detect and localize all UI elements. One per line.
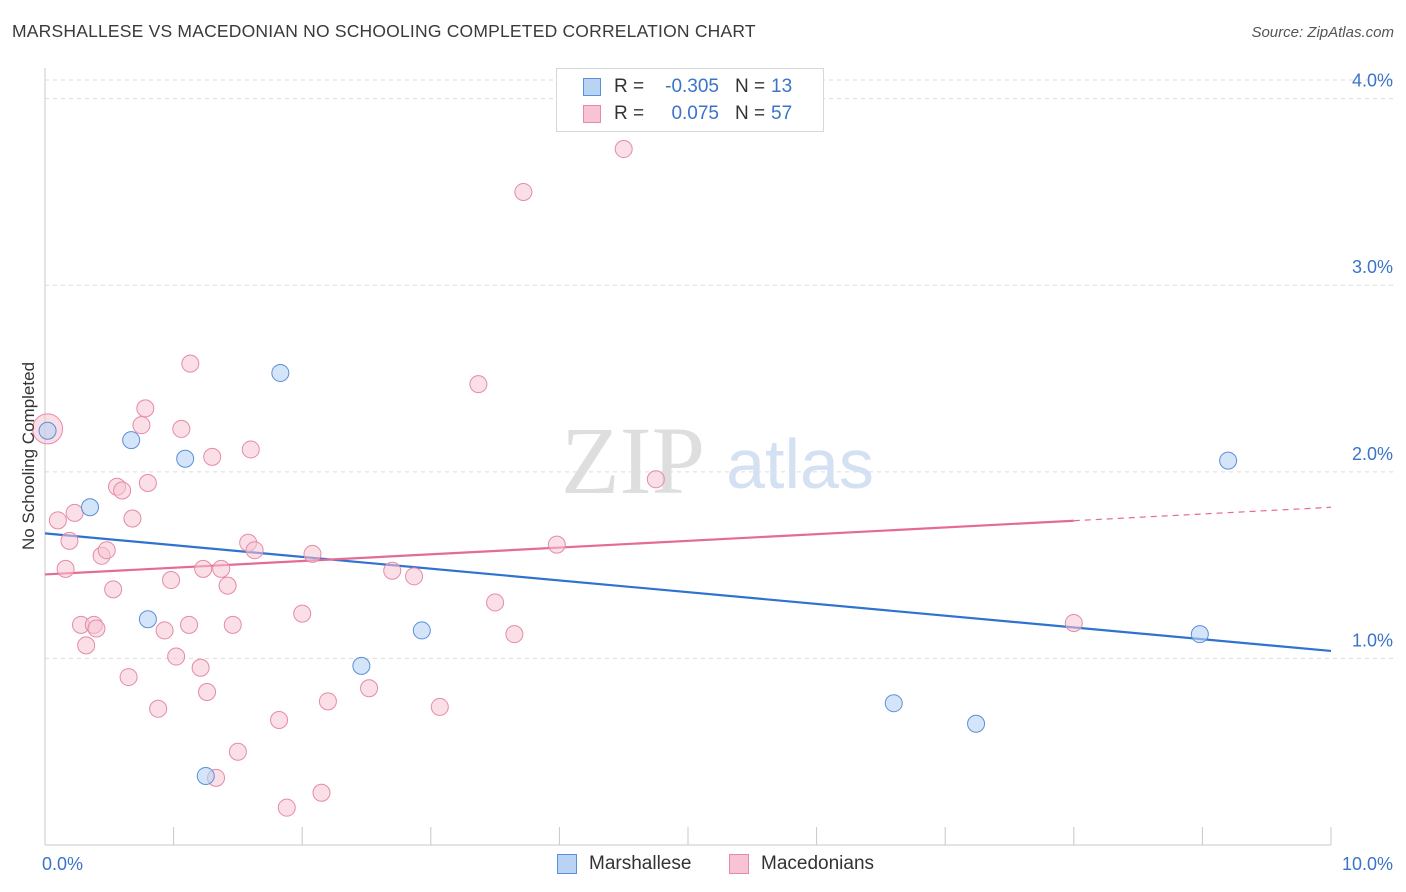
point-macedonians [212, 559, 231, 578]
point-macedonians [405, 567, 424, 586]
point-macedonians [303, 544, 322, 563]
point-macedonians [138, 474, 157, 493]
legend-r-label: R = [614, 103, 645, 124]
point-macedonians [149, 699, 168, 718]
legend-label-macedonians: Macedonians [761, 853, 875, 874]
point-macedonians [241, 440, 260, 459]
stats-legend: R = -0.305 N = 13 R = 0.075 N = 57 [556, 68, 824, 132]
legend-r-value: 0.075 [671, 103, 719, 124]
y-tick-label: 4.0% [1352, 71, 1393, 91]
point-marshallese [967, 714, 986, 733]
point-marshallese [176, 449, 195, 468]
point-macedonians [312, 783, 331, 802]
grid-layer [45, 79, 1395, 659]
y-tick-label: 2.0% [1352, 444, 1393, 464]
axis-layer [44, 68, 1332, 846]
y-axis-label: No Schooling Completed [19, 362, 38, 550]
watermark: ZIP atlas [561, 407, 874, 514]
point-macedonians [486, 593, 505, 612]
point-macedonians [136, 399, 155, 418]
point-macedonians [191, 658, 210, 677]
legend-label-marshallese: Marshallese [589, 853, 692, 874]
watermark-zip: ZIP [561, 407, 705, 514]
point-macedonians [1064, 613, 1083, 632]
point-marshallese [271, 363, 290, 382]
point-marshallese [884, 694, 903, 713]
legend-n-value: 57 [771, 103, 793, 124]
legend-r-label: R = [614, 76, 645, 97]
point-marshallese [81, 498, 100, 517]
point-macedonians [56, 559, 75, 578]
point-marshallese [412, 621, 431, 640]
point-macedonians [194, 559, 213, 578]
trendline-marshallese [44, 532, 1332, 653]
legend-swatch-marshallese [557, 854, 577, 874]
y-tick-label: 3.0% [1352, 257, 1393, 277]
point-macedonians [514, 182, 533, 201]
point-macedonians [505, 625, 524, 644]
label-layer: 1.0% 2.0% 3.0% 4.0% 0.0% 10.0% [42, 71, 1393, 874]
point-marshallese [352, 656, 371, 675]
point-macedonians [87, 619, 106, 638]
point-macedonians [469, 375, 488, 394]
point-macedonians [172, 419, 191, 438]
legend-n-label: N = [735, 103, 766, 124]
legend-r-value: -0.305 [665, 76, 719, 97]
trendline-macedonians-extension [1073, 506, 1332, 522]
point-marshallese [1219, 451, 1238, 470]
point-macedonians [614, 140, 633, 159]
legend-swatch-macedonians [729, 854, 749, 874]
point-macedonians [223, 615, 242, 634]
point-macedonians [97, 541, 116, 560]
point-macedonians [245, 541, 264, 560]
point-macedonians [167, 647, 186, 666]
point-marshallese [138, 610, 157, 629]
series-legend: Marshallese Macedonians [0, 850, 1406, 878]
point-macedonians [218, 576, 237, 595]
point-macedonians [228, 742, 247, 761]
point-macedonians [198, 683, 217, 701]
point-macedonians [360, 679, 379, 698]
point-macedonians [132, 416, 151, 435]
legend-n-value: 13 [771, 76, 793, 97]
point-macedonians [277, 798, 296, 817]
point-macedonians [383, 561, 402, 580]
point-macedonians [65, 503, 84, 522]
legend-row-macedonians: R = 0.075 N = 57 [557, 101, 823, 127]
point-macedonians [547, 535, 566, 554]
y-tick-label: 1.0% [1352, 630, 1393, 650]
chart-title: MARSHALLESE VS MACEDONIAN NO SCHOOLING C… [12, 21, 756, 41]
point-macedonians [48, 511, 67, 530]
point-macedonians [119, 668, 138, 687]
point-macedonians [155, 621, 174, 640]
point-macedonians [77, 636, 96, 655]
x-tick-label: 10.0% [1342, 854, 1393, 874]
point-macedonians [180, 615, 199, 634]
point-macedonians [293, 604, 312, 623]
source-note: Source: ZipAtlas.com [1251, 24, 1394, 41]
point-layer [32, 140, 1238, 817]
x-tick-label: 0.0% [42, 854, 83, 874]
point-marshallese [196, 766, 215, 785]
legend-swatch-macedonians [583, 105, 601, 123]
point-marshallese [1190, 625, 1209, 644]
point-macedonians [113, 481, 132, 500]
watermark-atlas: atlas [726, 425, 874, 503]
point-macedonians [60, 531, 79, 550]
legend-swatch-marshallese [583, 78, 601, 96]
point-macedonians [104, 580, 123, 599]
legend-row-marshallese: R = -0.305 N = 13 [557, 74, 823, 100]
legend-n-label: N = [735, 76, 766, 97]
point-macedonians [270, 710, 289, 729]
point-macedonians [181, 354, 200, 373]
point-macedonians [430, 697, 449, 716]
point-marshallese [38, 421, 57, 440]
point-macedonians [162, 571, 181, 590]
point-macedonians [123, 509, 142, 528]
point-macedonians [646, 470, 665, 489]
point-macedonians [318, 692, 337, 711]
point-marshallese [122, 431, 141, 450]
point-macedonians [203, 447, 222, 466]
